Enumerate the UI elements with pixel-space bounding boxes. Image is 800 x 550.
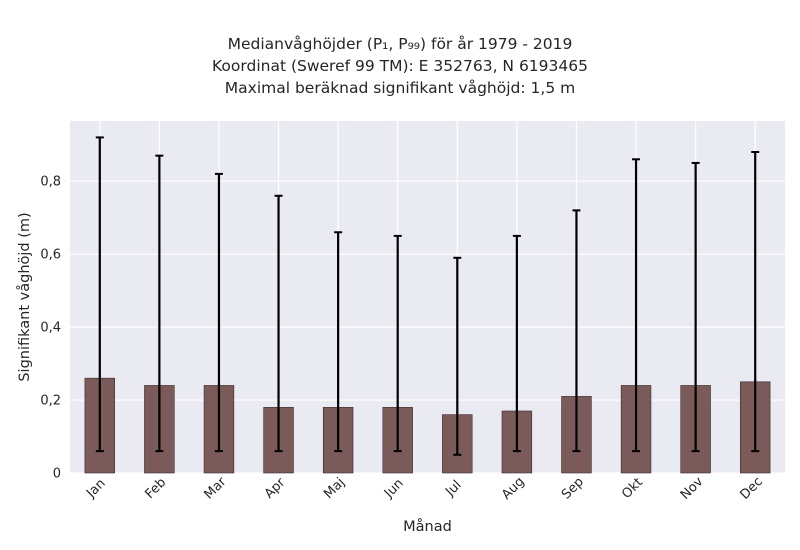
x-tick-label: Jan — [83, 476, 108, 501]
x-tick-label: Jun — [381, 476, 407, 502]
y-tick-label: 0 — [53, 467, 61, 482]
x-tick-label: Mar — [202, 474, 230, 502]
y-tick-label: 0,2 — [40, 394, 61, 409]
x-tick-label: Okt — [619, 475, 646, 502]
x-tick-label: Jul — [442, 478, 464, 500]
x-tick-label: Nov — [678, 474, 707, 503]
x-tick-label: Dec — [738, 474, 766, 502]
plot-area — [70, 121, 785, 473]
x-tick-label: Apr — [262, 475, 289, 502]
x-axis-label: Månad — [403, 518, 452, 535]
y-tick-label: 0,6 — [40, 248, 61, 263]
chart-title: Medianvåghöjder (P₁, P₉₉) för år 1979 - … — [0, 33, 800, 99]
x-tick-label: Feb — [142, 475, 169, 502]
chart-title-line-3: Maximal beräknad signifikant våghöjd: 1,… — [224, 79, 576, 97]
y-tick-label: 0,8 — [40, 175, 61, 190]
x-tick-labels: Jan Feb Mar Apr Maj Jun Jul Aug Sep Okt Nov Dec — [83, 474, 766, 503]
chart-title-line-2: Koordinat (Sweref 99 TM): E 352763, N 61… — [212, 57, 588, 75]
y-axis-label: Signifikant våghöjd (m) — [16, 212, 33, 381]
y-tick-labels: 0 0,2 0,4 0,6 0,8 — [40, 175, 61, 482]
chart-title-line-1: Medianvåghöjder (P₁, P₉₉) för år 1979 - … — [227, 35, 573, 53]
x-tick-label: Maj — [321, 475, 348, 502]
error-bars — [95, 136, 760, 456]
x-tick-label: Sep — [559, 475, 587, 503]
y-tick-label: 0,4 — [40, 321, 61, 336]
x-tick-label: Aug — [499, 474, 528, 503]
